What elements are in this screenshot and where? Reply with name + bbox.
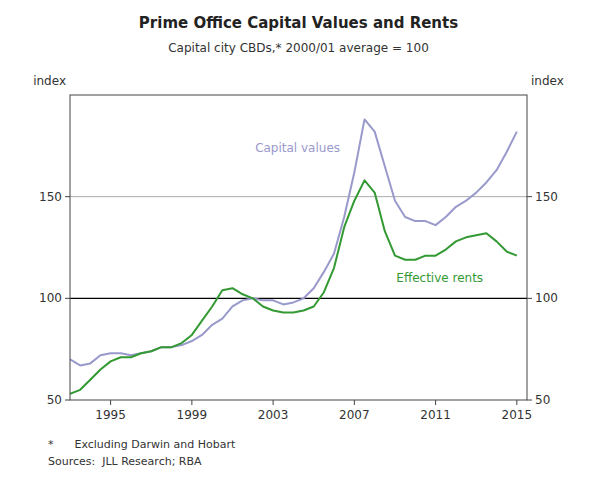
y2-tick-label: 50 xyxy=(535,393,550,407)
y2-tick xyxy=(527,400,532,401)
series-line xyxy=(70,119,517,365)
x-tick xyxy=(516,400,517,405)
subtitle: Capital city CBDs,* 2000/01 average = 10… xyxy=(168,41,429,55)
plot-background xyxy=(70,95,527,400)
x-tick xyxy=(110,400,111,405)
y2-tick-label: 100 xyxy=(535,291,558,305)
y2-axis-label: index xyxy=(531,74,564,88)
y2-tick xyxy=(527,298,532,299)
x-tick-label: 2007 xyxy=(339,408,370,422)
x-tick xyxy=(191,400,192,405)
y-tick-label: 50 xyxy=(47,393,62,407)
x-tick-label: 1995 xyxy=(95,408,126,422)
footnote: * Excluding Darwin and Hobart xyxy=(48,438,236,451)
y2-tick-label: 150 xyxy=(535,190,558,204)
x-tick-label: 2003 xyxy=(258,408,289,422)
x-tick xyxy=(435,400,436,405)
series-line xyxy=(70,180,517,394)
reference-line xyxy=(70,298,527,299)
plot-frame xyxy=(70,95,527,400)
plot-area xyxy=(70,119,527,394)
y2-tick xyxy=(527,196,532,197)
series-annotation: Capital values xyxy=(255,141,340,155)
y-tick xyxy=(65,400,70,401)
title: Prime Office Capital Values and Rents xyxy=(139,14,458,32)
chart: Prime Office Capital Values and Rents Cap… xyxy=(0,0,597,490)
y-axis-label: index xyxy=(33,74,66,88)
y-tick-label: 100 xyxy=(39,291,62,305)
x-tick-label: 2015 xyxy=(502,408,533,422)
y-tick-label: 150 xyxy=(39,190,62,204)
reference-line xyxy=(70,196,527,197)
x-tick-label: 2011 xyxy=(420,408,451,422)
x-tick xyxy=(273,400,274,405)
footnote: Sources: JLL Research; RBA xyxy=(48,455,202,468)
x-tick xyxy=(354,400,355,405)
y-tick xyxy=(65,196,70,197)
x-tick-label: 1999 xyxy=(177,408,208,422)
series-annotation: Effective rents xyxy=(396,271,483,285)
y-tick xyxy=(65,298,70,299)
